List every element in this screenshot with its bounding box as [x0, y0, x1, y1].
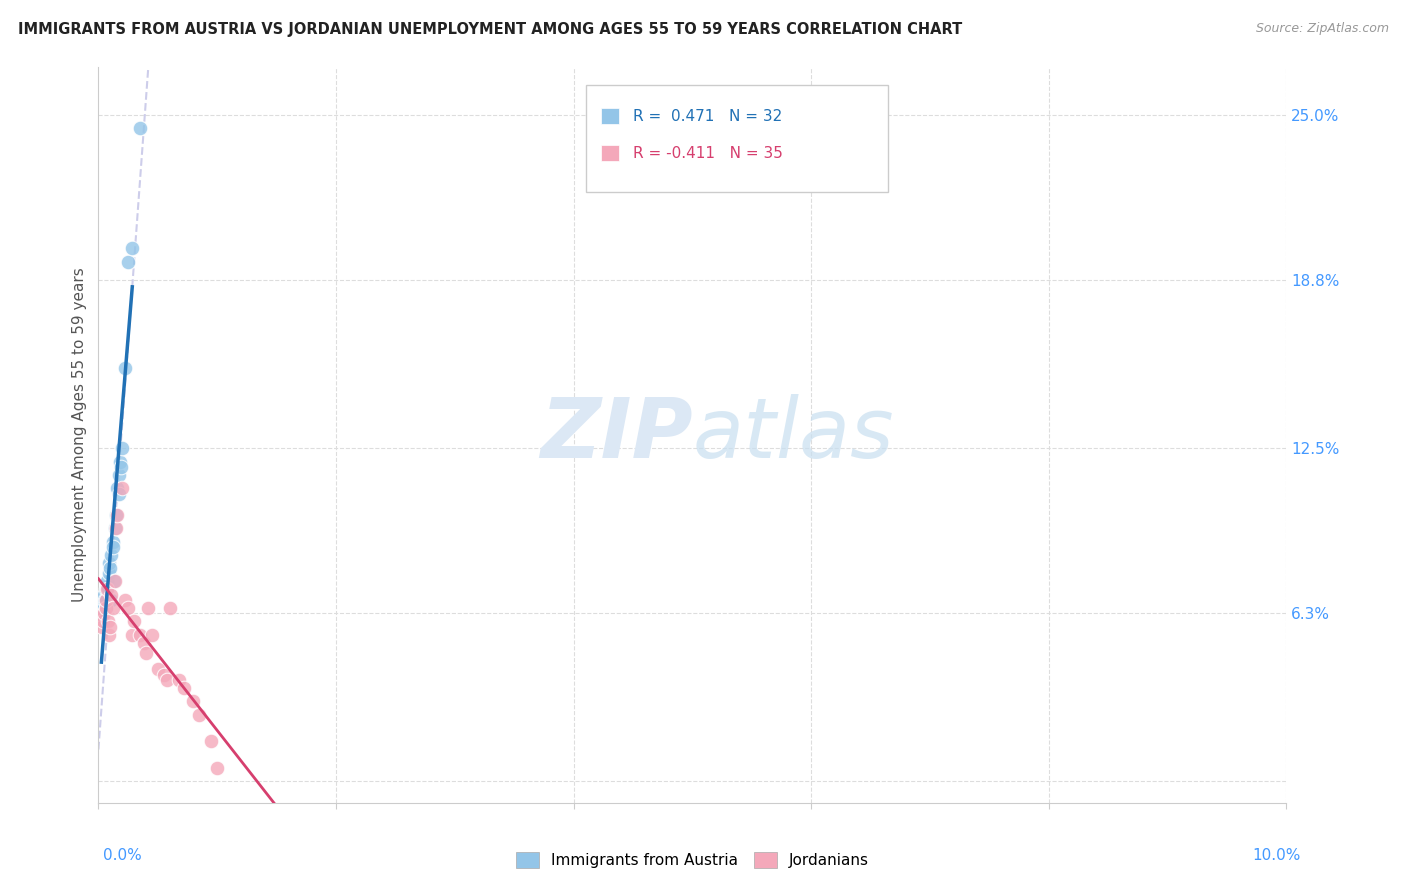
Point — [94, 582, 117, 597]
Point — [94, 601, 117, 615]
Point — [121, 628, 143, 642]
Point — [94, 593, 117, 607]
Point — [93, 593, 115, 607]
Point — [105, 508, 128, 522]
Point — [136, 601, 159, 615]
Point — [122, 615, 145, 629]
Text: 0.0%: 0.0% — [103, 848, 142, 863]
Point — [96, 580, 118, 594]
Point — [104, 521, 127, 535]
Point — [107, 481, 129, 495]
FancyBboxPatch shape — [600, 108, 619, 124]
Point — [93, 607, 115, 621]
Point — [117, 254, 139, 268]
Text: IMMIGRANTS FROM AUSTRIA VS JORDANIAN UNEMPLOYMENT AMONG AGES 55 TO 59 YEARS CORR: IMMIGRANTS FROM AUSTRIA VS JORDANIAN UNE… — [18, 22, 963, 37]
Text: R = -0.411   N = 35: R = -0.411 N = 35 — [633, 145, 783, 161]
Point — [96, 582, 118, 597]
Point — [91, 615, 114, 629]
Point — [107, 486, 129, 500]
Point — [114, 361, 136, 376]
Point — [141, 628, 163, 642]
Point — [100, 588, 122, 602]
Point — [117, 601, 139, 615]
FancyBboxPatch shape — [585, 86, 889, 192]
FancyBboxPatch shape — [600, 145, 619, 161]
Point — [101, 534, 124, 549]
Point — [103, 540, 125, 554]
Text: atlas: atlas — [692, 394, 894, 475]
Point — [152, 668, 174, 682]
Point — [129, 121, 152, 136]
Point — [121, 241, 143, 255]
Point — [97, 615, 120, 629]
Point — [94, 601, 117, 615]
Point — [183, 694, 205, 708]
Text: Source: ZipAtlas.com: Source: ZipAtlas.com — [1256, 22, 1389, 36]
Point — [188, 707, 211, 722]
Point — [129, 628, 152, 642]
Point — [156, 673, 179, 688]
Point — [98, 561, 121, 575]
Point — [91, 620, 114, 634]
Point — [200, 734, 222, 748]
Point — [132, 636, 155, 650]
Point — [100, 548, 122, 562]
Point — [167, 673, 190, 688]
Text: ZIP: ZIP — [540, 394, 692, 475]
Point — [97, 566, 120, 581]
Y-axis label: Unemployment Among Ages 55 to 59 years: Unemployment Among Ages 55 to 59 years — [72, 268, 87, 602]
Point — [108, 467, 131, 482]
Point — [103, 574, 125, 589]
Point — [93, 588, 115, 602]
Point — [205, 761, 228, 775]
Point — [111, 441, 134, 455]
Point — [110, 459, 132, 474]
Legend: Immigrants from Austria, Jordanians: Immigrants from Austria, Jordanians — [509, 845, 876, 876]
Point — [98, 620, 121, 634]
Point — [98, 628, 121, 642]
Point — [105, 521, 128, 535]
Text: 10.0%: 10.0% — [1253, 848, 1301, 863]
Point — [90, 609, 112, 624]
Point — [107, 508, 129, 522]
Point — [135, 647, 157, 661]
Point — [93, 607, 115, 621]
Point — [108, 454, 131, 468]
Point — [96, 574, 118, 589]
Point — [104, 574, 127, 589]
Point — [98, 556, 121, 570]
Point — [101, 601, 124, 615]
Point — [91, 601, 114, 615]
Point — [100, 593, 122, 607]
Point — [97, 582, 120, 597]
Text: R =  0.471   N = 32: R = 0.471 N = 32 — [633, 109, 782, 124]
Point — [94, 593, 117, 607]
Point — [173, 681, 195, 695]
Point — [91, 599, 114, 613]
Point — [114, 593, 136, 607]
Point — [159, 601, 181, 615]
Point — [111, 481, 134, 495]
Point — [90, 609, 112, 624]
Point — [146, 663, 169, 677]
